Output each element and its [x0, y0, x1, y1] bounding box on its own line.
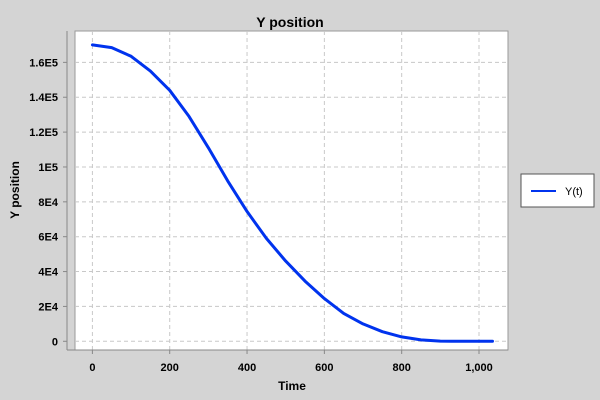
- chart-title: Y position: [256, 14, 323, 30]
- legend: Y(t): [520, 173, 595, 208]
- y-tick-label: 8E4: [38, 197, 58, 209]
- plot-area: [74, 30, 509, 351]
- y-tick-label: 0: [52, 336, 58, 348]
- series-line-y-t: [90, 43, 494, 343]
- x-tick-label: 1,000: [465, 362, 493, 374]
- x-tick-label: 600: [315, 362, 333, 374]
- y-axis-ticks: 0 2E4 4E4 6E4 8E4 1E5 1.2E5 1.4E5 1.6E5: [29, 57, 67, 348]
- x-axis-ticks: 0 200 400 600 800 1,000: [89, 350, 493, 374]
- y-tick-label: 2E4: [38, 301, 58, 313]
- x-axis-title: Time: [278, 379, 306, 393]
- y-tick-label: 6E4: [38, 232, 58, 244]
- y-tick-label: 1.6E5: [29, 57, 58, 69]
- y-tick-label: 1.2E5: [29, 127, 58, 139]
- y-axis-title: Y position: [8, 161, 22, 219]
- y-tick-label: 4E4: [38, 267, 58, 279]
- y-tick-label: 1.4E5: [29, 92, 58, 104]
- grid-lines: [75, 31, 508, 350]
- x-tick-label: 200: [161, 362, 179, 374]
- y-tick-label: 1E5: [38, 162, 58, 174]
- x-tick-label: 800: [393, 362, 411, 374]
- series-layer: [90, 43, 494, 343]
- x-tick-label: 400: [238, 362, 256, 374]
- legend-label-y-t: Y(t): [565, 186, 583, 198]
- x-tick-label: 0: [89, 362, 95, 374]
